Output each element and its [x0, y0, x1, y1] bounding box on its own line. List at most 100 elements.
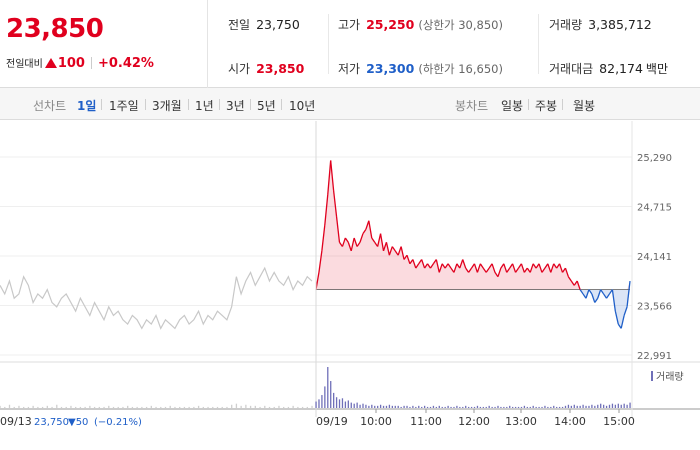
up-triangle-icon [44, 58, 57, 68]
tab-1w[interactable]: 1주일 [109, 99, 139, 113]
today-series-segment [468, 267, 473, 273]
prev-day-volume-bar [240, 405, 242, 408]
today-volume-bar [435, 406, 438, 408]
today-volume-bar [582, 404, 584, 408]
prev-day-volume-bar [84, 406, 86, 408]
today-series-segment [465, 267, 470, 273]
prev-day-volume-bar [212, 406, 214, 408]
volume-legend-label: 거래량 [656, 371, 684, 383]
today-series-segment [538, 263, 543, 273]
today-line [315, 160, 631, 329]
today-volume-bar [506, 406, 508, 408]
today-volume-bar [412, 405, 414, 408]
stat-value: 25,250 [366, 17, 415, 32]
today-series-segment [347, 242, 352, 252]
today-series-segment [435, 259, 440, 273]
tab-divider [562, 99, 563, 110]
tab-10y[interactable]: 10년 [289, 99, 316, 113]
stat-label: 거래량 [549, 18, 583, 32]
today-down-area [316, 289, 630, 329]
prev-day-volume-bar [164, 406, 167, 408]
today-series-segment [576, 280, 581, 290]
stat-label: 전일 [228, 18, 251, 32]
today-series-segment [561, 267, 566, 273]
today-series-segment [397, 246, 402, 256]
price-chart[interactable]: 25,290 24,715 24,141 23,566 22,991 10:00 11:0… [0, 121, 700, 450]
today-volume-bar [391, 405, 393, 408]
today-series-segment [321, 224, 326, 251]
x-tick-label: 15:00 [603, 415, 635, 428]
today-series-segment [564, 267, 569, 277]
today-volume-bar [623, 403, 625, 408]
today-volume-bar [362, 403, 364, 408]
today-volume-bar [388, 404, 391, 408]
today-series-segment [558, 263, 564, 273]
today-series-segment [526, 267, 531, 273]
today-series-segment [550, 263, 555, 273]
tab-5y[interactable]: 5년 [257, 99, 276, 113]
today-series-segment [324, 194, 329, 226]
today-series-segment [485, 267, 490, 273]
today-volume-bar [365, 404, 367, 408]
today-volume-bar [467, 406, 470, 408]
today-volume-bar [550, 406, 552, 408]
prev-day-volume-bar [160, 406, 162, 408]
tab-3m[interactable]: 3개월 [152, 99, 182, 113]
today-volume-bar [368, 405, 370, 408]
stat-label: 고가 [338, 18, 361, 32]
prev-day-volume-bar [51, 406, 53, 408]
today-series-segment [600, 289, 605, 295]
today-volume-bar [629, 402, 631, 408]
prev-day-volume-bar [150, 405, 152, 408]
today-volume-bar [617, 403, 619, 408]
today-volume-bar [561, 406, 564, 408]
prev-day-volume-bar [13, 406, 15, 408]
current-price: 23,850 [6, 14, 104, 44]
today-volume-bar [403, 405, 405, 408]
today-volume-bar [406, 405, 408, 408]
today-volume-bar [359, 404, 361, 408]
prev-day-line [0, 266, 313, 330]
today-volume-bar [371, 404, 373, 408]
prev-day-volume-bar [226, 406, 228, 408]
y-tick-label: 23,566 [637, 301, 672, 312]
tab-daily[interactable]: 일봉 [501, 99, 524, 113]
prev-close-value: 23,750 [34, 417, 69, 428]
prev-day-volume-bar [32, 405, 34, 408]
today-volume-bar [512, 406, 514, 408]
today-volume-bar [570, 405, 573, 408]
today-volume-bar [497, 405, 499, 408]
prev-day-volume-bar [18, 405, 20, 408]
today-series-segment [515, 267, 520, 273]
tab-weekly[interactable]: 주봉 [535, 99, 558, 113]
prev-day-volume-bar [141, 406, 143, 408]
stat-low: 저가 23,300 (하한가 16,650) [338, 60, 503, 77]
today-volume-bar [394, 405, 396, 408]
prev-day-volume-bar [183, 406, 186, 408]
today-series-segment [382, 242, 388, 252]
tab-3y[interactable]: 3년 [226, 99, 245, 113]
today-volume-bar [605, 405, 608, 408]
tab-monthly[interactable]: 월봉 [573, 99, 596, 113]
today-series-segment [603, 293, 608, 299]
today-volume-bar [465, 405, 467, 408]
today-volume-bar [353, 403, 355, 408]
today-volume-bar [594, 405, 596, 408]
today-volume-bar [324, 386, 326, 408]
prev-day-volume-bar [0, 405, 1, 408]
tab-1y[interactable]: 1년 [195, 99, 214, 113]
x-tick-label: 13:00 [505, 415, 537, 428]
volume-legend: 거래량 [651, 371, 684, 383]
today-volume-bar [444, 406, 446, 408]
today-volume-bar [344, 401, 347, 408]
x-tick-label: 14:00 [554, 415, 586, 428]
today-volume-bar [491, 406, 493, 408]
prev-day-volume-bar [278, 405, 280, 408]
x-tick-label: 11:00 [410, 415, 442, 428]
today-volume-bar [374, 405, 376, 408]
tab-1d[interactable]: 1일 [77, 99, 97, 113]
change-divider [90, 57, 92, 69]
today-volume-bar [377, 405, 379, 408]
today-series-segment [597, 289, 602, 299]
stat-value: 82,174 [599, 61, 643, 76]
